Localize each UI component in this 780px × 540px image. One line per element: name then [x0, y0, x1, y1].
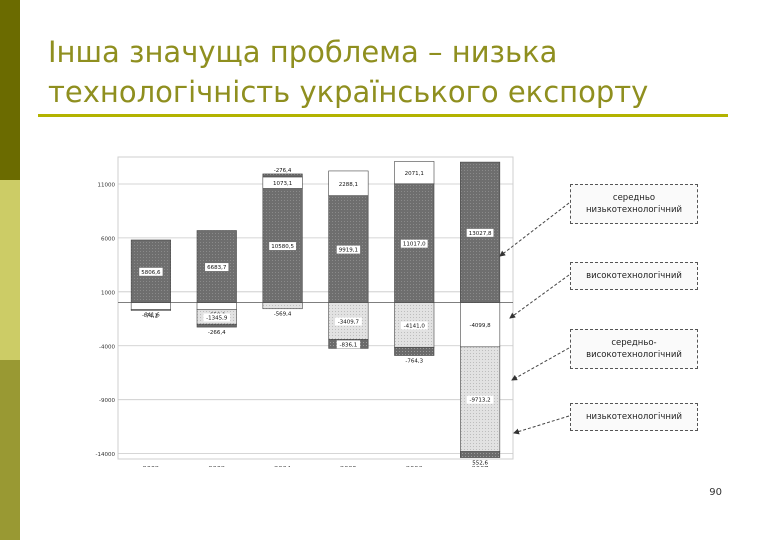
data-label-bg: [336, 340, 361, 349]
bar-segment-low: [460, 451, 501, 458]
slide-title-line-1: Інша значуща проблема – низька: [48, 35, 558, 69]
y-tick-label: -4000: [99, 344, 115, 350]
x-tick-label: 2002: [143, 465, 160, 467]
data-label-bg: [466, 321, 494, 330]
data-label-bg: [139, 267, 163, 276]
x-tick-label: 2005: [340, 465, 357, 467]
x-tick-label: 2007: [472, 465, 489, 467]
legend-medium-low-line-2: низькотехнологічний: [585, 205, 682, 215]
legend-medium-high-line-2: високотехнологічний: [586, 350, 682, 360]
legend-medium-low: середньо низькотехнологічний: [570, 184, 698, 224]
data-label-medium_high: -1345,9: [206, 315, 228, 321]
data-label-low: -836,1: [340, 342, 358, 348]
data-label-medium_high: -4141,0: [404, 323, 426, 329]
y-tick-label: 11000: [98, 182, 116, 188]
data-label-medium_low: 10580,5: [271, 244, 294, 250]
y-tick-label: -9000: [99, 398, 115, 404]
data-label-bg: [270, 179, 295, 188]
data-label-high: -4099,8: [469, 323, 491, 329]
legend-low-label: низькотехнологічний: [585, 412, 682, 422]
x-tick-label: 2003: [208, 465, 225, 467]
data-label-medium_high: -74,1: [144, 313, 158, 319]
data-label-low: -764,3: [405, 359, 423, 365]
data-label-bg: [466, 228, 494, 237]
data-label-bg: [400, 239, 428, 248]
slide-title-line-2: технологічність українського експорту: [48, 75, 649, 109]
page-number: 90: [709, 487, 722, 498]
y-tick-label: 6000: [101, 236, 115, 242]
data-label-high: 2288,1: [339, 182, 358, 188]
data-label-bg: [205, 263, 229, 272]
data-label-high: -641,6: [142, 313, 160, 319]
axes: 11000 6000 1000 -4000 -9000 -14000 2002 2003 200…: [96, 182, 513, 467]
data-label-bg: [400, 321, 428, 330]
legend-medium-high: середньо- високотехнологічний: [570, 329, 698, 369]
bar-segment-medium_high: [262, 302, 303, 310]
side-bar-bottom: [0, 360, 20, 540]
slide-title: Інша значуща проблема – низька технологі…: [48, 32, 748, 112]
bar-segment-high: [130, 302, 171, 310]
y-tick-label: 1000: [101, 290, 115, 296]
x-tick-label: 2004: [274, 465, 291, 467]
legend-low: низькотехнологічний: [570, 403, 698, 431]
data-label-low: -266,4: [208, 330, 226, 336]
data-label-bg: [269, 242, 296, 251]
bar-segment-medium_high: [130, 309, 171, 311]
data-label-bg: [203, 313, 231, 322]
legend-medium-high-line-1: середньо-: [611, 338, 657, 348]
side-bar-top: [0, 0, 20, 180]
y-tick-label: -14000: [96, 452, 116, 458]
arrow-low: [513, 415, 570, 435]
data-label-medium_high: -3409,7: [338, 319, 360, 325]
bar-segment-high: [196, 302, 237, 311]
data-label-medium_high: -569,4: [274, 312, 292, 318]
data-label-bg: [336, 179, 361, 188]
bar-segment-low: [262, 173, 303, 178]
data-label-medium_low: 13027,8: [469, 231, 492, 237]
legend-medium-low-line-1: середньо: [612, 193, 656, 203]
data-label-medium_high: -9713,2: [469, 398, 490, 404]
data-label-high: 2071,1: [405, 171, 424, 177]
data-label-bg: [336, 245, 361, 254]
data-label-bg: [402, 169, 426, 178]
data-label-low: 552,6: [472, 461, 488, 467]
data-label-low: -276,4: [274, 168, 292, 174]
bar-segment-low: [196, 323, 237, 328]
x-tick-label: 2006: [406, 465, 423, 467]
legend-high-label: високотехнологічний: [586, 271, 682, 281]
bar-segment-low: [394, 346, 435, 356]
title-underline: [38, 114, 728, 117]
data-label-medium_low: 5806,6: [141, 270, 161, 276]
arrow-medium-high: [511, 347, 570, 381]
export-balance-chart: 5806,6-641,6-74,16683,7-658,1-1345,9-266…: [96, 156, 514, 467]
grid: [118, 183, 513, 455]
side-bar-middle: [0, 180, 20, 360]
legend-high: високотехнологічний: [570, 262, 698, 290]
plot-frame: [117, 156, 514, 460]
data-label-bg: [466, 395, 494, 404]
data-label-medium_low: 9919,1: [339, 248, 358, 254]
data-label-medium_low: 6683,7: [207, 265, 227, 271]
data-label-high: 1073,1: [273, 181, 292, 187]
data-label-medium_low: 11017,0: [403, 242, 426, 248]
data-label-bg: [335, 317, 362, 326]
data-labels: 5806,6-641,6-74,16683,7-658,1-1345,9-266…: [139, 168, 494, 467]
